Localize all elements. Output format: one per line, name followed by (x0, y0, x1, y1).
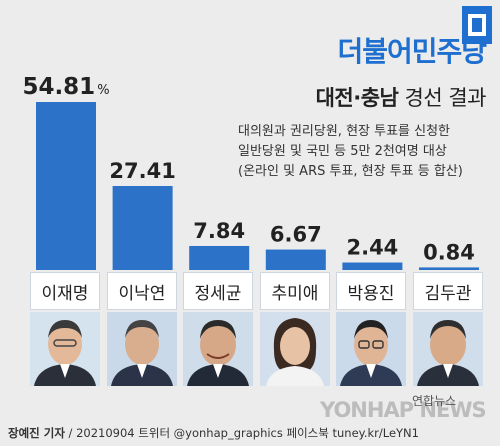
candidate-name: 박용진 (336, 272, 406, 310)
note-line: (온라인 및 ARS 투표, 현장 투표 등 합산) (238, 164, 463, 179)
bar-4 (342, 262, 403, 270)
candidate-name: 이낙연 (107, 272, 177, 310)
watermark: YONHAP NEWS (320, 398, 487, 422)
bar-0 (36, 102, 96, 270)
value-label-5: 0.84 (423, 240, 475, 264)
author-name: 장예진 기자 (8, 426, 65, 440)
bar-5 (419, 267, 479, 270)
value-label-3: 6.67 (270, 223, 322, 247)
value-label-4: 2.44 (346, 236, 398, 260)
candidate-photo (336, 312, 406, 386)
result-label: 경선 결과 (404, 86, 487, 110)
value-label-2: 7.84 (193, 219, 245, 243)
source-info: / 20210904 트위터 @yonhap_graphics 페이스북 tun… (64, 426, 419, 440)
value-label-0: 54.81% (22, 74, 109, 100)
party-title: 더불어민주당 (337, 35, 487, 68)
candidate-name: 김두관 (413, 272, 483, 310)
note-line: 일반당원 및 국민 등 5만 2천여명 대상 (238, 144, 447, 159)
candidate-name: 정세균 (183, 272, 253, 310)
chart-subtitle: 대전·충남 경선 결과 (315, 82, 487, 112)
bar-1 (112, 185, 173, 270)
candidate-photo (260, 312, 330, 386)
brand-label: 연합뉴스 (412, 394, 457, 408)
bar-3 (265, 249, 326, 270)
credits-footer: 장예진 기자 / 20210904 트위터 @yonhap_graphics 페… (8, 425, 419, 441)
region-label: 대전·충남 (315, 86, 399, 110)
candidate-photo (183, 312, 253, 386)
note-line: 대의원과 권리당원, 현장 투표를 신청한 (238, 124, 451, 139)
candidate-photo (413, 312, 483, 386)
unit-label: % (97, 83, 109, 98)
candidate-photos (30, 312, 484, 386)
survey-note: 대의원과 권리당원, 현장 투표를 신청한 일반당원 및 국민 등 5만 2천여… (238, 122, 496, 182)
bar-chart: 54.81 % 27.41 7.84 6.67 2.44 0.84 (22, 74, 479, 270)
bar-2 (189, 245, 250, 270)
candidate-photo (30, 312, 100, 386)
value-label-1: 27.41 (109, 159, 175, 183)
candidate-name: 이재명 (30, 272, 100, 310)
candidate-photo (107, 312, 177, 386)
candidate-names: 이재명 이낙연 정세균 추미애 박용진 김두관 (30, 272, 484, 310)
yonhap-logo-icon (462, 6, 492, 44)
candidate-name: 추미애 (260, 272, 330, 310)
